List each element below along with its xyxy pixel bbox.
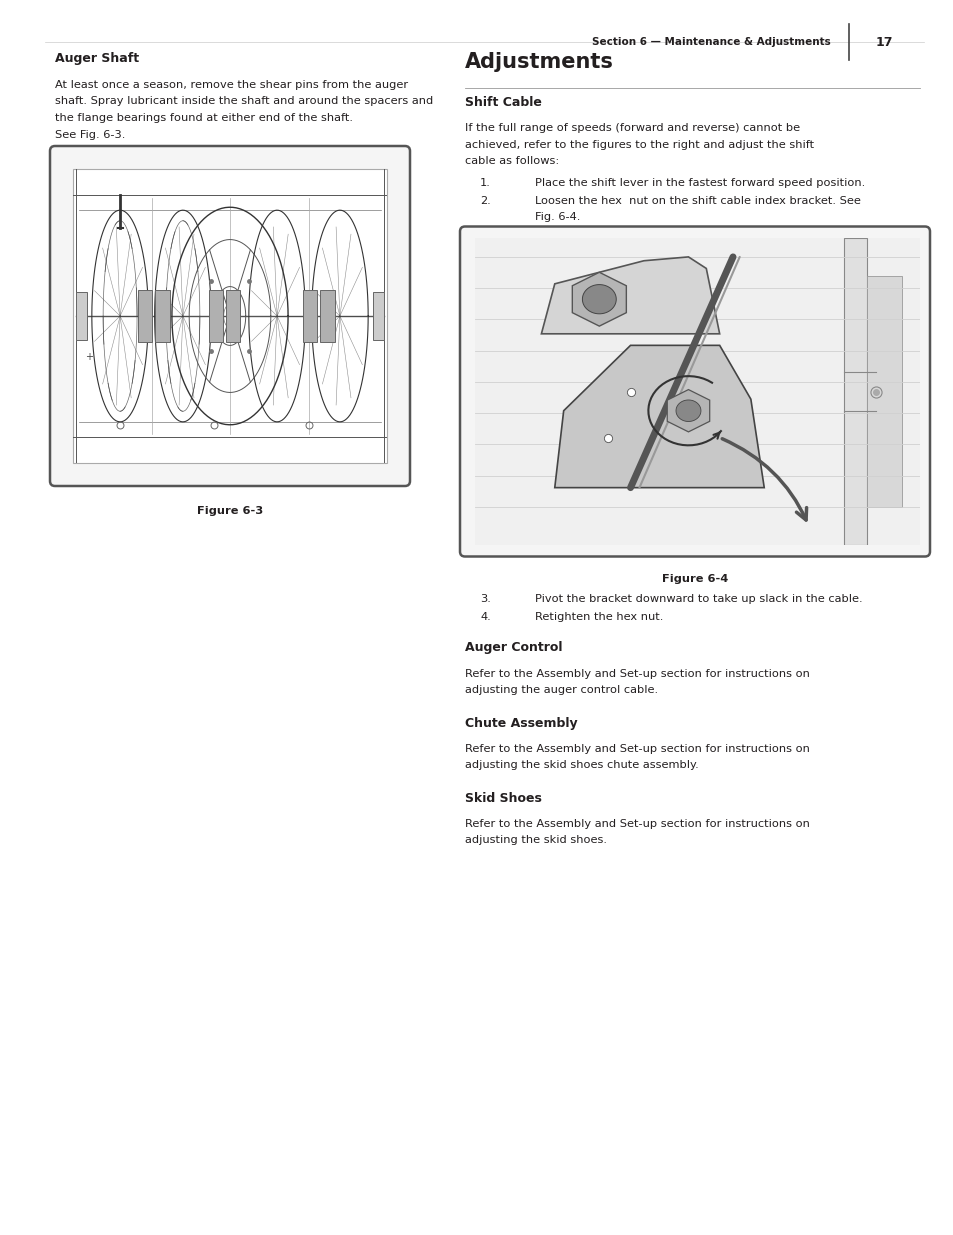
Text: Shift Cable: Shift Cable [464,96,541,109]
Text: Fig. 6-4.: Fig. 6-4. [535,212,579,222]
Text: shaft. Spray lubricant inside the shaft and around the spacers and: shaft. Spray lubricant inside the shaft … [55,96,433,106]
Text: Auger Shaft: Auger Shaft [55,52,139,65]
Bar [302,289,317,342]
Polygon shape [582,284,616,314]
Text: Auger Control: Auger Control [464,641,562,655]
Text: Refer to the Assembly and Set-up section for instructions on: Refer to the Assembly and Set-up section… [464,668,809,678]
Text: the flange bearings found at either end of the shaft.: the flange bearings found at either end … [55,112,353,124]
Text: If the full range of speeds (forward and reverse) cannot be: If the full range of speeds (forward and… [464,124,800,133]
Bar [209,289,223,342]
Text: adjusting the skid shoes chute assembly.: adjusting the skid shoes chute assembly. [464,760,698,769]
Bar [373,293,383,340]
Text: Section 6 — Maintenance & Adjustments: Section 6 — Maintenance & Adjustments [592,37,830,47]
Text: +: + [85,352,92,362]
Text: Pivot the bracket downward to take up slack in the cable.: Pivot the bracket downward to take up sl… [535,594,862,604]
Bar [320,289,335,342]
FancyBboxPatch shape [50,146,410,487]
Polygon shape [676,400,700,421]
Text: Place the shift lever in the fastest forward speed position.: Place the shift lever in the fastest for… [535,179,864,189]
Bar [226,289,240,342]
Text: 4.: 4. [479,611,490,621]
Text: Refer to the Assembly and Set-up section for instructions on: Refer to the Assembly and Set-up section… [464,819,809,829]
Text: Chute Assembly: Chute Assembly [464,716,577,730]
Bar [76,293,87,340]
Polygon shape [555,346,763,488]
Polygon shape [666,389,709,432]
Bar [866,277,902,506]
Text: Skid Shoes: Skid Shoes [464,792,541,804]
Text: 1.: 1. [479,179,491,189]
Text: Retighten the hex nut.: Retighten the hex nut. [535,611,662,621]
FancyBboxPatch shape [459,226,929,557]
Text: adjusting the skid shoes.: adjusting the skid shoes. [464,835,606,845]
Bar [843,237,866,546]
Text: See Fig. 6-3.: See Fig. 6-3. [55,130,125,140]
Text: achieved, refer to the figures to the right and adjust the shift: achieved, refer to the figures to the ri… [464,140,813,149]
Text: 17: 17 [874,36,892,48]
Text: Figure 6-3: Figure 6-3 [196,506,263,516]
Text: Refer to the Assembly and Set-up section for instructions on: Refer to the Assembly and Set-up section… [464,743,809,753]
Text: Figure 6-4: Figure 6-4 [661,573,727,583]
Text: At least once a season, remove the shear pins from the auger: At least once a season, remove the shear… [55,80,408,90]
Bar [155,289,170,342]
Text: Loosen the hex  nut on the shift cable index bracket. See: Loosen the hex nut on the shift cable in… [535,196,860,206]
Text: cable as follows:: cable as follows: [464,156,558,165]
FancyArrowPatch shape [721,438,805,520]
Polygon shape [540,257,719,333]
Bar [73,169,387,463]
Text: adjusting the auger control cable.: adjusting the auger control cable. [464,685,658,695]
Text: 3.: 3. [479,594,491,604]
Text: Adjustments: Adjustments [464,52,613,72]
Polygon shape [572,272,626,326]
Text: 2.: 2. [479,196,490,206]
Bar [138,289,152,342]
